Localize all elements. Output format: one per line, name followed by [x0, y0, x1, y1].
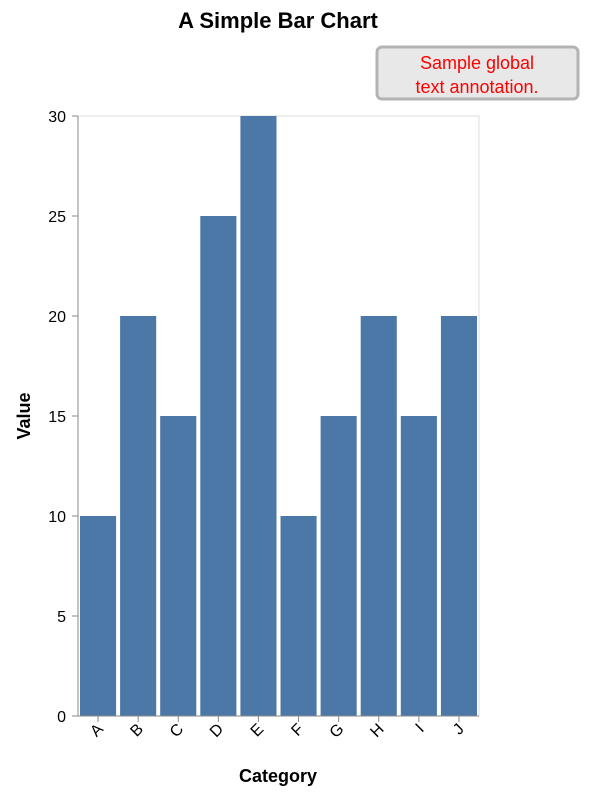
annotation-line-1: Sample global: [420, 53, 534, 73]
y-tick-label-10: 10: [48, 509, 66, 526]
y-tick-label-25: 25: [48, 209, 66, 226]
x-tick-label-H: H: [367, 721, 387, 741]
chart-title: A Simple Bar Chart: [178, 8, 378, 33]
x-tick-label-F: F: [288, 721, 307, 740]
y-tick-label-30: 30: [48, 109, 66, 126]
x-tick-label-J: J: [450, 721, 468, 739]
bar-I: [400, 416, 437, 716]
x-tick-label-E: E: [248, 721, 268, 741]
x-tick-label-I: I: [413, 721, 428, 736]
y-tick-label-5: 5: [57, 609, 66, 626]
y-tick-label-0: 0: [57, 709, 66, 726]
bar-H: [360, 316, 397, 716]
bar-F: [280, 516, 317, 716]
bar-E: [240, 116, 277, 716]
bar-C: [160, 416, 197, 716]
bar-B: [120, 316, 157, 716]
x-tick-label-C: C: [167, 721, 187, 741]
x-tick-label-G: G: [327, 721, 348, 742]
bars-group: [80, 116, 477, 716]
y-axis-title: Value: [14, 392, 34, 439]
x-tick-label-D: D: [207, 721, 227, 741]
bar-D: [200, 216, 237, 716]
bar-J: [440, 316, 477, 716]
x-axis-title: Category: [239, 766, 317, 786]
annotation-background: [375, 45, 580, 101]
bar-G: [320, 416, 357, 716]
x-tick-label-A: A: [87, 721, 107, 741]
y-tick-label-15: 15: [48, 409, 66, 426]
y-tick-label-20: 20: [48, 309, 66, 326]
annotation-line-2: text annotation.: [415, 77, 538, 97]
bar-A: [80, 516, 117, 716]
x-tick-label-B: B: [127, 721, 147, 741]
annotation-box: Sample global text annotation.: [375, 45, 580, 101]
y-axis: 0 5 10 15 20 25 30: [48, 109, 79, 726]
